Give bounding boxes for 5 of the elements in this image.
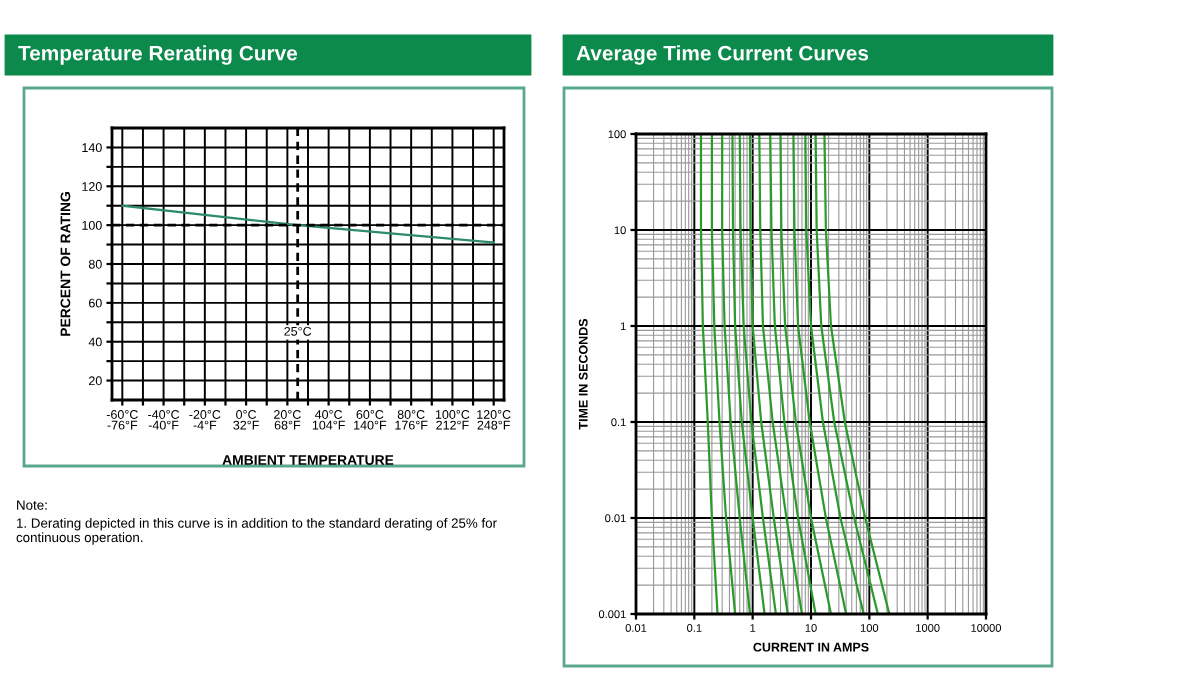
line-series — [721, 134, 752, 614]
line-series — [710, 134, 737, 614]
line-series — [699, 134, 719, 614]
chart-title: Average Time Current Curves — [576, 45, 869, 65]
chart-title: Temperature Rerating Curve — [18, 45, 298, 65]
